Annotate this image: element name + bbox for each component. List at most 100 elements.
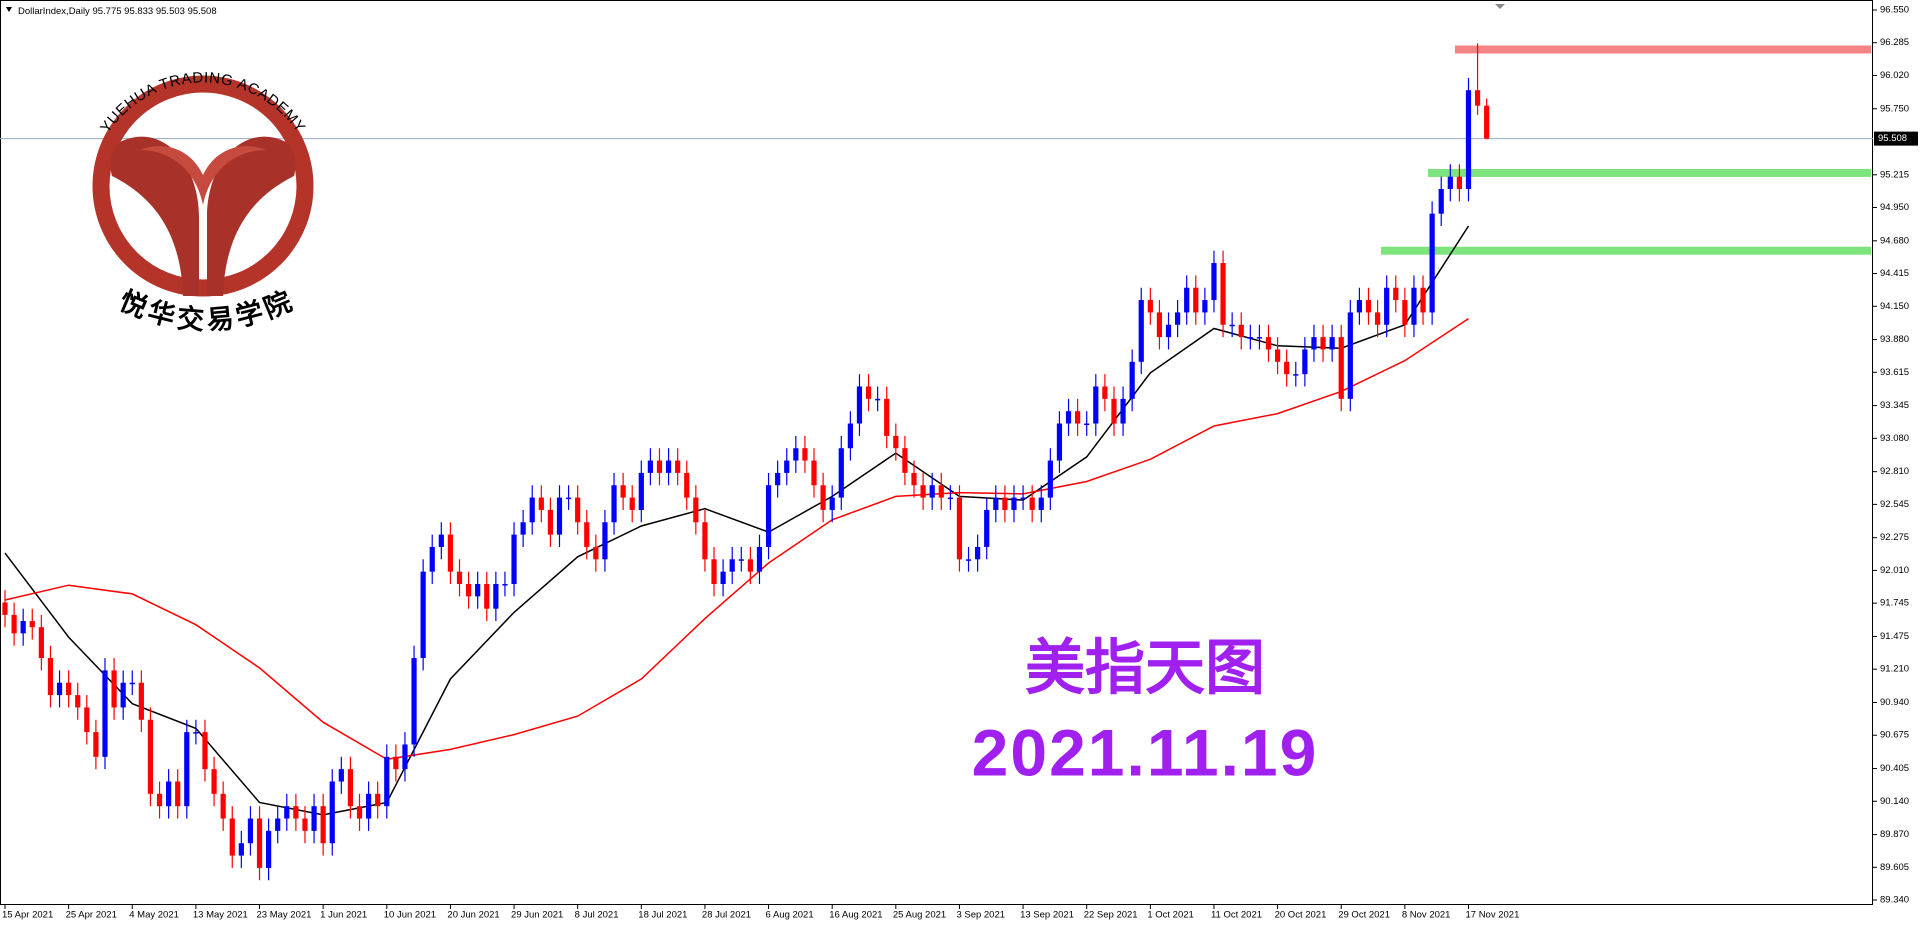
y-tick-label: 89.870: [1880, 829, 1909, 840]
candle-body: [675, 460, 681, 473]
candle-body: [1474, 90, 1481, 106]
x-tick-label: 23 May 2021: [257, 910, 312, 921]
candle-body: [1220, 263, 1226, 325]
candle-body: [975, 546, 981, 560]
candle-body: [102, 670, 108, 757]
candle-body: [893, 435, 899, 449]
candle-body: [229, 818, 235, 856]
candle-body: [1265, 337, 1272, 350]
y-tick-label: 92.810: [1880, 466, 1909, 477]
candle-body: [166, 781, 172, 807]
price-label: 95.508: [1878, 133, 1907, 144]
candle-body: [2, 602, 8, 615]
level-zone: [1455, 45, 1871, 54]
candle-body: [1202, 300, 1208, 313]
y-tick-label: 96.285: [1880, 37, 1909, 48]
x-tick-label: 13 Sep 2021: [1020, 910, 1074, 921]
candle-body: [811, 460, 817, 486]
x-tick-label: 25 Apr 2021: [66, 910, 117, 921]
y-tick-label: 93.615: [1880, 367, 1909, 378]
x-tick-label: 1 Jun 2021: [320, 910, 367, 921]
candle-body: [1302, 349, 1308, 375]
level-zone: [1381, 246, 1871, 255]
candle-body: [1056, 423, 1063, 461]
x-tick-label: 10 Jun 2021: [384, 910, 436, 921]
candle-body: [1402, 300, 1408, 325]
y-tick-label: 91.210: [1880, 664, 1909, 675]
candle-body: [938, 485, 944, 498]
shift-marker: [1495, 4, 1505, 9]
y-tick-label: 94.680: [1880, 235, 1909, 246]
x-tick-label: 11 Oct 2021: [1211, 910, 1262, 921]
candle-body: [1320, 337, 1326, 350]
candle-body: [356, 806, 363, 819]
y-tick-label: 91.745: [1880, 598, 1909, 609]
candle-body: [1184, 287, 1190, 313]
x-tick-label: 25 Aug 2021: [893, 910, 946, 921]
candle-body: [438, 534, 444, 547]
candle-body: [984, 509, 990, 547]
candle-body: [1275, 349, 1281, 362]
candle-body: [1147, 300, 1153, 313]
candle-body: [66, 682, 72, 696]
candle-body: [366, 793, 372, 819]
candle-body: [1238, 324, 1244, 338]
candle-body: [493, 583, 499, 609]
price-label-box: [1874, 131, 1918, 146]
candle-body: [965, 559, 972, 561]
candle-body: [947, 497, 953, 500]
candle-body: [411, 658, 417, 745]
candle-body: [875, 398, 881, 401]
y-tick-label: 94.150: [1880, 301, 1909, 312]
candle-body: [175, 781, 181, 807]
candle-body: [1229, 324, 1235, 327]
candle-body: [93, 732, 99, 757]
candle-body: [956, 497, 963, 560]
candle-body: [202, 732, 208, 770]
candle-body: [1420, 287, 1426, 313]
candle-body: [338, 769, 344, 782]
y-tick-label: 92.010: [1880, 565, 1909, 576]
candle-body: [1211, 263, 1217, 301]
candle-body: [765, 485, 772, 547]
candle-body: [1356, 300, 1363, 313]
candle-body: [1293, 374, 1299, 376]
candle-body: [656, 460, 663, 473]
x-tick-label: 3 Sep 2021: [956, 910, 1005, 921]
candle-body: [1156, 312, 1163, 338]
y-tick-label: 92.545: [1880, 499, 1909, 510]
candle-body: [402, 744, 408, 770]
plot-frame: [0, 0, 1873, 905]
y-tick-label: 90.940: [1880, 697, 1909, 708]
candle-body: [1393, 287, 1399, 301]
candle-body: [456, 571, 463, 584]
candle-body: [1429, 213, 1435, 313]
candle-body: [565, 497, 572, 500]
candle-body: [929, 485, 935, 498]
x-tick-label: 17 Nov 2021: [1465, 910, 1519, 921]
candle-body: [84, 707, 90, 733]
candle-body: [584, 522, 590, 547]
y-tick-label: 92.275: [1880, 532, 1909, 543]
candle-body: [11, 614, 17, 634]
y-tick-label: 93.880: [1880, 334, 1909, 345]
y-tick-label: 89.340: [1880, 895, 1909, 906]
menu-arrow: [6, 7, 12, 12]
candle-body: [266, 830, 272, 868]
x-tick-label: 18 Jul 2021: [638, 910, 687, 921]
y-tick-label: 90.675: [1880, 730, 1909, 741]
candle-body: [693, 497, 699, 523]
y-tick-label: 90.405: [1880, 763, 1909, 774]
candle-body: [465, 583, 472, 597]
candle-body: [1065, 411, 1072, 424]
candle-body: [711, 559, 717, 584]
candle-body: [1165, 324, 1172, 338]
x-tick-label: 16 Aug 2021: [829, 910, 882, 921]
candle-body: [420, 571, 426, 659]
candle-body: [911, 472, 917, 486]
candle-body: [1093, 386, 1099, 424]
candle-body: [211, 769, 217, 794]
candle-body: [220, 793, 226, 819]
ohlc-low: 95.503: [156, 6, 185, 17]
